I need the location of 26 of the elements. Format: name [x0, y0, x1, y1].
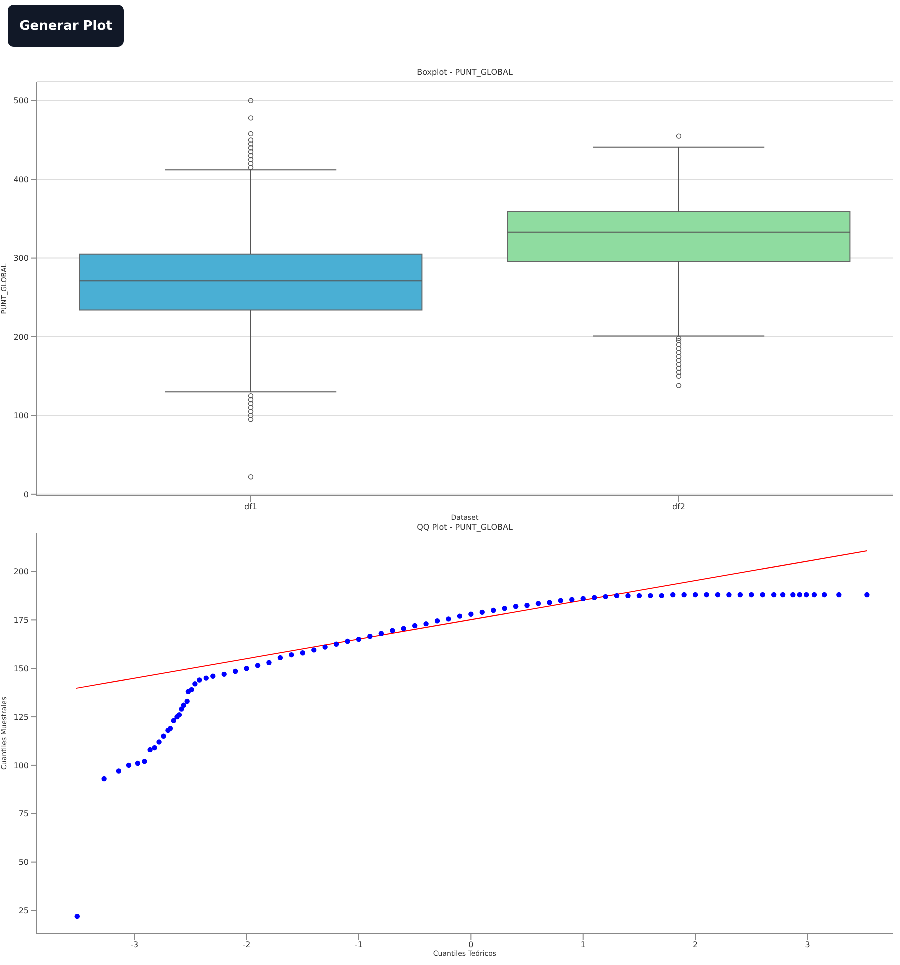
y-tick-label: 400	[14, 175, 29, 184]
text: Generar Plot	[8, 5, 124, 47]
x-tick-label: df2	[672, 502, 686, 512]
chart-title: Boxplot - PUNT_GLOBAL	[416, 68, 514, 77]
y-tick-label: 100	[14, 412, 29, 421]
x-tick-label: df1	[244, 502, 258, 512]
chart-title: QQ Plot - PUNT_GLOBAL	[416, 523, 514, 532]
y-tick-label: 50	[18, 858, 29, 868]
x-tick-label: 1	[580, 940, 586, 950]
y-tick-label: 125	[14, 712, 29, 722]
y-tick-label: 100	[14, 761, 29, 770]
y-tick-label: 300	[14, 254, 29, 264]
y-tick-label: 150	[14, 664, 29, 674]
x-tick-label: -2	[242, 940, 251, 950]
y-tick-label: 500	[14, 96, 29, 106]
y-tick-label: 0	[24, 490, 29, 500]
x-tick-label: 3	[805, 940, 810, 950]
y-tick-label: 200	[14, 332, 29, 342]
y-tick-label: 75	[18, 810, 29, 819]
x-tick-label: -1	[354, 940, 363, 950]
x-tick-label: 2	[693, 940, 698, 950]
y-tick-label: 200	[14, 568, 29, 577]
y-tick-label: 175	[14, 616, 29, 626]
x-tick-label: 0	[468, 940, 474, 950]
x-tick-label: -3	[130, 940, 139, 950]
y-tick-label: 25	[18, 906, 29, 916]
